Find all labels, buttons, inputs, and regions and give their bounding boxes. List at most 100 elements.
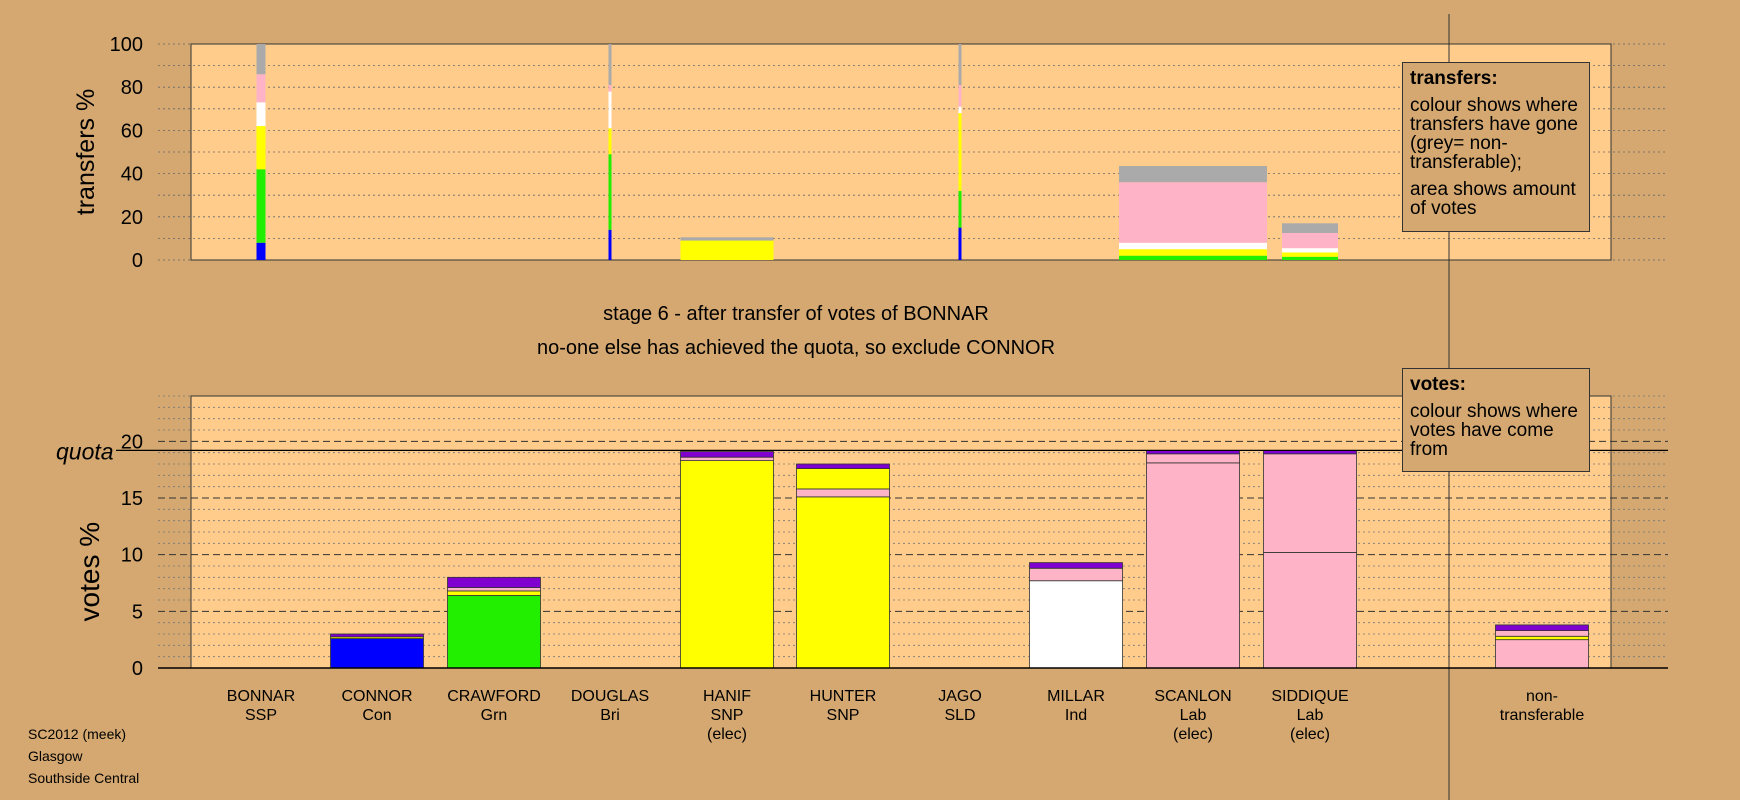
transfers-plot-frame bbox=[190, 43, 1612, 261]
vote-segment bbox=[796, 496, 890, 669]
transfer-segment bbox=[1282, 252, 1338, 257]
candidate-label: CRAWFORD bbox=[447, 688, 541, 705]
legend-votes-title: votes: bbox=[1410, 374, 1466, 395]
candidate-label: MILLAR bbox=[1047, 688, 1105, 705]
vote-segment bbox=[1263, 453, 1357, 553]
vote-segment bbox=[680, 456, 774, 462]
transfers-y-tick-label: 80 bbox=[121, 77, 143, 99]
transfer-segment bbox=[256, 169, 266, 243]
votes-y-tick-label: 20 bbox=[121, 431, 143, 453]
candidate-label: SNP bbox=[827, 707, 860, 724]
transfer-segment bbox=[1119, 249, 1267, 256]
vote-segment bbox=[1495, 624, 1589, 632]
footer-line2: Glasgow bbox=[28, 748, 83, 764]
vote-segment bbox=[796, 488, 890, 498]
legend-transfers-text1: colour shows where transfers have gone (… bbox=[1410, 95, 1578, 173]
transfer-segment bbox=[256, 74, 266, 103]
candidate-label: CONNOR bbox=[341, 688, 412, 705]
candidate-label: non- bbox=[1526, 688, 1558, 705]
legend-transfers-text2: area shows amount of votes bbox=[1410, 179, 1576, 219]
candidate-label: DOUGLAS bbox=[571, 688, 649, 705]
transfer-segment bbox=[608, 85, 612, 92]
stage-subtitle: no-one else has achieved the quota, so e… bbox=[537, 337, 1055, 359]
transfer-segment bbox=[958, 113, 962, 191]
transfer-segment bbox=[608, 229, 612, 260]
stage-title: stage 6 - after transfer of votes of BON… bbox=[603, 303, 989, 325]
vote-segment bbox=[796, 468, 890, 490]
vote-segment bbox=[1146, 462, 1240, 669]
vote-segment bbox=[447, 590, 541, 596]
transfer-segment bbox=[958, 44, 962, 86]
legend-votes: votes: colour shows where votes have com… bbox=[1402, 368, 1590, 472]
vote-segment bbox=[1495, 630, 1589, 637]
transfer-segment bbox=[608, 154, 612, 230]
vote-segment bbox=[680, 460, 774, 669]
transfer-segment bbox=[608, 91, 612, 129]
candidate-label: Lab bbox=[1180, 707, 1207, 724]
transfer-segment bbox=[608, 44, 612, 86]
candidate-label: HANIF bbox=[703, 688, 751, 705]
candidate-label: Grn bbox=[481, 707, 508, 724]
vote-segment bbox=[447, 587, 541, 592]
vote-segment bbox=[1263, 552, 1357, 669]
footer: SC2012 (meek) Glasgow Southside Central bbox=[28, 723, 139, 789]
transfers-y-tick-label: 100 bbox=[110, 34, 143, 56]
transfer-segment bbox=[1119, 242, 1267, 250]
transfers-y-tick-label: 40 bbox=[121, 164, 143, 186]
candidate-label: (elec) bbox=[707, 726, 747, 743]
transfer-segment bbox=[256, 102, 266, 127]
legend-votes-text1: colour shows where votes have come from bbox=[1410, 401, 1578, 460]
transfer-segment bbox=[1282, 256, 1338, 260]
vote-segment bbox=[330, 633, 424, 638]
legend-transfers: transfers: colour shows where transfers … bbox=[1402, 62, 1590, 232]
transfer-segment bbox=[1282, 248, 1338, 253]
candidate-label: SIDDIQUE bbox=[1271, 688, 1348, 705]
transfer-segment bbox=[1119, 166, 1267, 183]
candidate-label: JAGO bbox=[938, 688, 982, 705]
candidate-label: (elec) bbox=[1173, 726, 1213, 743]
transfers-y-tick-label: 0 bbox=[132, 250, 143, 272]
candidate-label: transferable bbox=[1500, 707, 1585, 724]
transfer-segment bbox=[608, 128, 612, 155]
transfer-segment bbox=[680, 240, 774, 260]
transfer-segment bbox=[958, 227, 962, 260]
votes-y-axis-label: votes % bbox=[74, 522, 105, 622]
candidate-label: SCANLON bbox=[1154, 688, 1231, 705]
transfer-segment bbox=[256, 44, 266, 75]
votes-y-tick-label: 10 bbox=[121, 545, 143, 567]
vote-segment bbox=[1029, 580, 1123, 669]
vote-segment bbox=[447, 595, 541, 669]
candidate-label: SSP bbox=[245, 707, 277, 724]
transfer-segment bbox=[958, 106, 962, 114]
transfer-segment bbox=[1282, 233, 1338, 249]
candidate-label: Bri bbox=[600, 707, 620, 724]
candidate-label: (elec) bbox=[1290, 726, 1330, 743]
candidate-label: Con bbox=[362, 707, 391, 724]
vote-segment bbox=[680, 451, 774, 458]
candidate-label: Ind bbox=[1065, 707, 1087, 724]
candidate-label: SNP bbox=[711, 707, 744, 724]
vote-segment bbox=[1146, 453, 1240, 464]
votes-y-tick-label: 0 bbox=[132, 658, 143, 680]
transfer-segment bbox=[256, 242, 266, 260]
vote-segment bbox=[330, 638, 424, 669]
vote-segment bbox=[1029, 562, 1123, 569]
transfers-y-tick-label: 20 bbox=[121, 207, 143, 229]
vote-segment bbox=[1029, 567, 1123, 582]
candidate-label: Lab bbox=[1297, 707, 1324, 724]
vote-segment bbox=[796, 463, 890, 469]
transfers-y-tick-label: 60 bbox=[121, 120, 143, 142]
votes-y-tick-label: 5 bbox=[132, 601, 143, 623]
candidate-label: BONNAR bbox=[227, 688, 295, 705]
transfer-segment bbox=[1119, 255, 1267, 260]
candidate-label: HUNTER bbox=[810, 688, 877, 705]
footer-line1: SC2012 (meek) bbox=[28, 726, 127, 742]
vote-segment bbox=[447, 576, 541, 588]
transfer-segment bbox=[958, 85, 962, 107]
transfer-segment bbox=[958, 190, 962, 228]
transfer-segment bbox=[1119, 182, 1267, 243]
votes-y-tick-label: 15 bbox=[121, 488, 143, 510]
transfers-y-axis-label: transfers % bbox=[72, 89, 100, 215]
vote-segment bbox=[1495, 635, 1589, 641]
